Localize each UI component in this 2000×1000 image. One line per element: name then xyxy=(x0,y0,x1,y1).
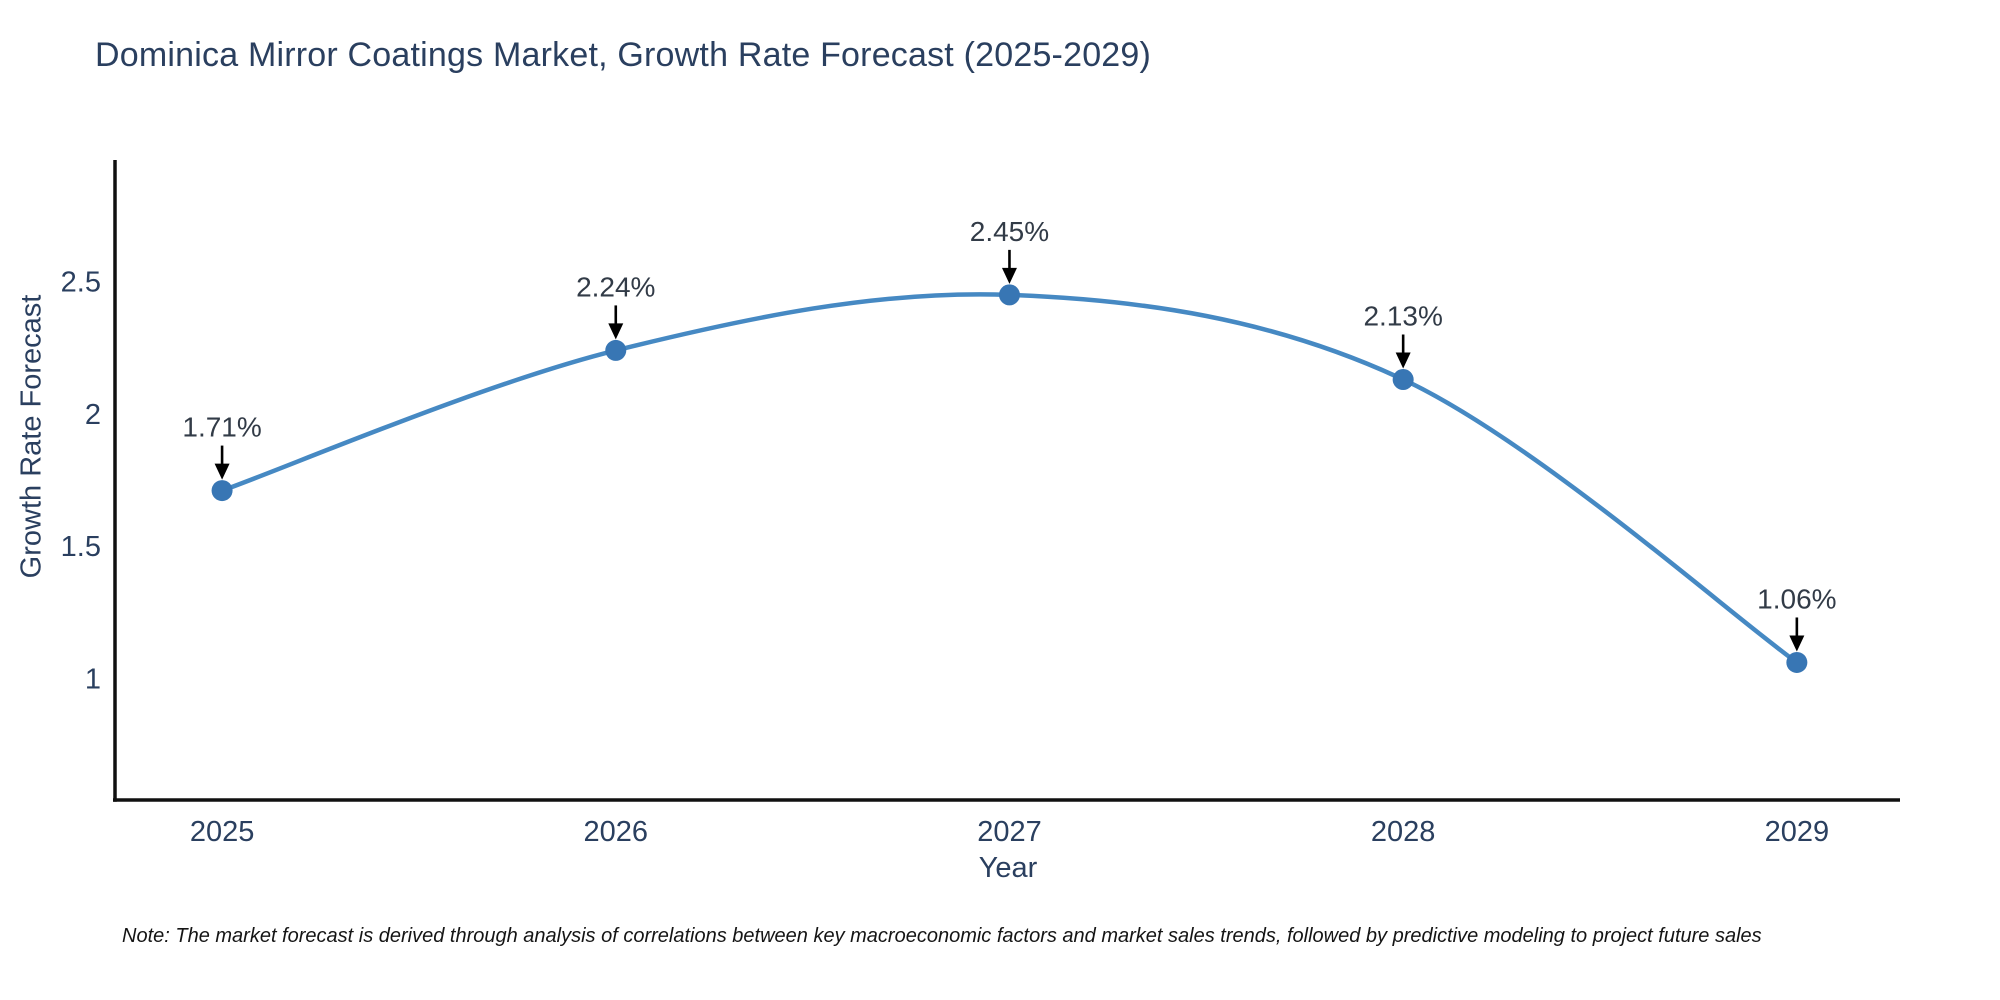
x-tick-label: 2025 xyxy=(190,816,255,848)
x-tick-label: 2028 xyxy=(1371,816,1436,848)
point-arrowhead-icon xyxy=(608,323,624,340)
y-tick-label: 2.5 xyxy=(61,267,101,299)
data-point-marker[interactable] xyxy=(1786,651,1808,673)
point-label: 2.45% xyxy=(970,216,1049,247)
y-tick-label: 1 xyxy=(85,663,101,695)
x-tick-label: 2029 xyxy=(1765,816,1830,848)
x-tick-label: 2026 xyxy=(584,816,649,848)
point-arrowhead-icon xyxy=(1001,267,1017,284)
point-label: 2.24% xyxy=(576,271,655,302)
point-label: 1.06% xyxy=(1757,583,1836,614)
data-point-marker[interactable] xyxy=(1392,369,1414,391)
x-tick-label: 2027 xyxy=(977,816,1042,848)
point-label: 1.71% xyxy=(182,412,261,443)
data-point-marker[interactable] xyxy=(211,480,233,502)
y-tick-label: 1.5 xyxy=(61,531,101,563)
point-arrowhead-icon xyxy=(1789,635,1805,652)
chart-title: Dominica Mirror Coatings Market, Growth … xyxy=(95,36,1152,74)
point-arrowhead-icon xyxy=(214,463,230,480)
point-arrowhead-icon xyxy=(1395,352,1411,369)
series-line xyxy=(219,292,1800,665)
x-axis-title: Year xyxy=(978,852,1038,884)
y-tick-label: 2 xyxy=(85,399,101,431)
data-point-marker[interactable] xyxy=(998,284,1020,306)
chart-note: Note: The market forecast is derived thr… xyxy=(122,925,1762,947)
point-label: 2.13% xyxy=(1363,301,1442,332)
data-point-marker[interactable] xyxy=(605,339,627,361)
